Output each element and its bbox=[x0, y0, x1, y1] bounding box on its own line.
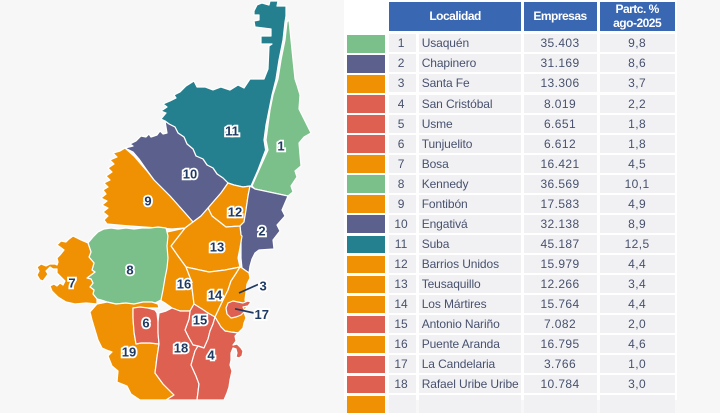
svg-text:3: 3 bbox=[260, 279, 267, 294]
svg-text:12: 12 bbox=[228, 205, 242, 220]
svg-text:19: 19 bbox=[122, 345, 136, 360]
svg-text:14: 14 bbox=[208, 288, 223, 303]
svg-text:13: 13 bbox=[210, 240, 224, 255]
svg-text:15: 15 bbox=[193, 313, 207, 328]
svg-text:17: 17 bbox=[255, 307, 269, 322]
svg-text:7: 7 bbox=[68, 276, 75, 291]
svg-text:2: 2 bbox=[258, 224, 265, 239]
svg-text:1: 1 bbox=[277, 139, 284, 154]
svg-text:16: 16 bbox=[177, 277, 191, 292]
svg-text:11: 11 bbox=[225, 124, 239, 139]
svg-text:6: 6 bbox=[142, 316, 149, 331]
svg-text:9: 9 bbox=[144, 194, 151, 209]
svg-text:10: 10 bbox=[183, 167, 197, 182]
svg-text:18: 18 bbox=[174, 341, 188, 356]
svg-text:4: 4 bbox=[207, 348, 215, 363]
svg-text:8: 8 bbox=[126, 263, 133, 278]
